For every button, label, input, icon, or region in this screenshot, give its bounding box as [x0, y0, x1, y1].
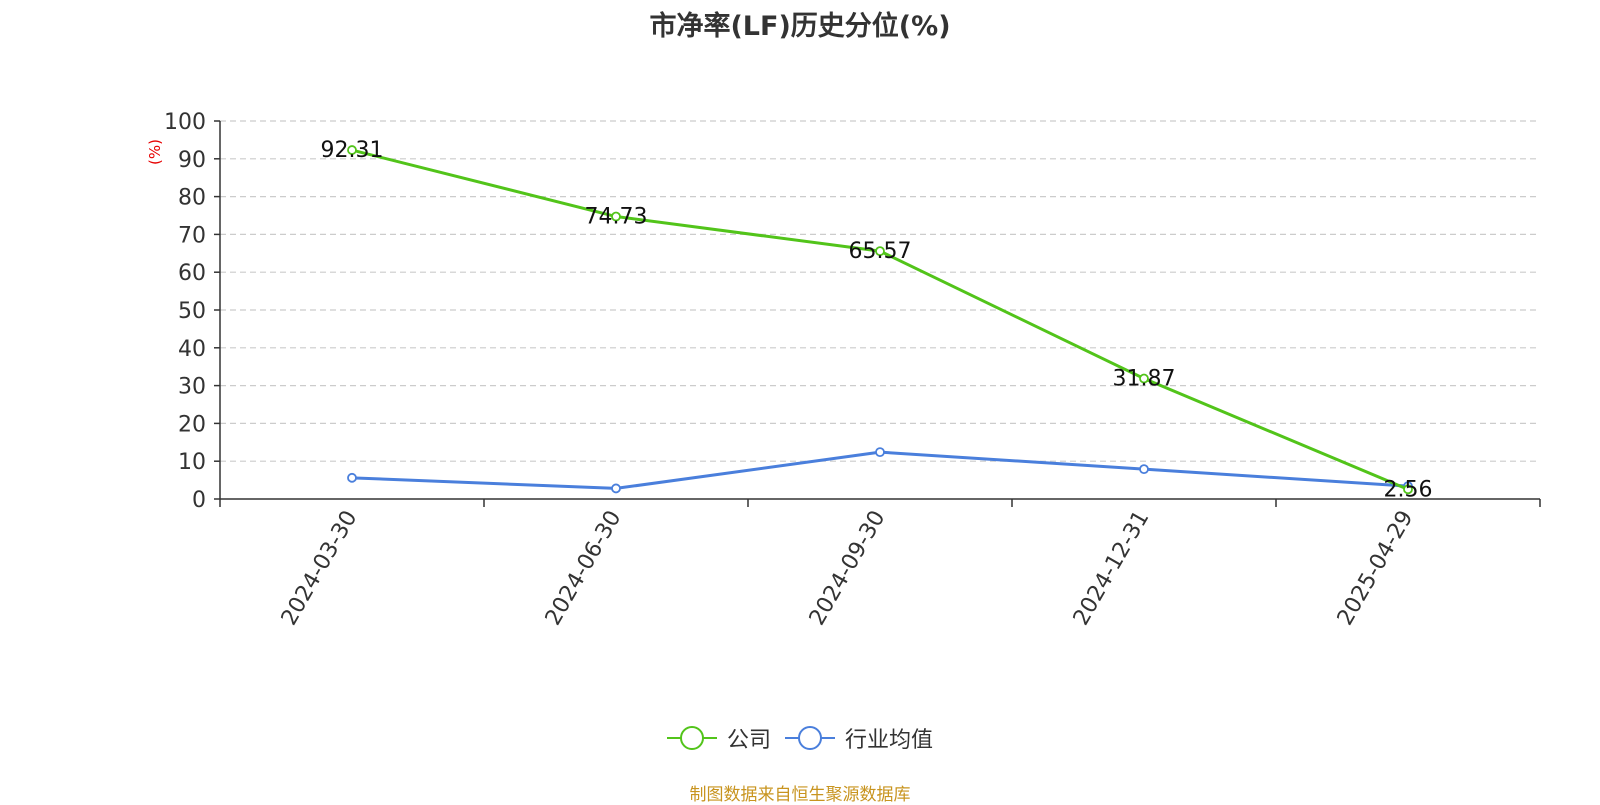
data-label: 31.87 [1113, 367, 1176, 392]
y-tick-label: 70 [178, 223, 206, 248]
legend-label: 公司 [726, 728, 771, 753]
data-labels: 92.31 74.73 65.57 31.87 2.56 [321, 138, 1433, 502]
y-tick-label: 50 [178, 299, 206, 324]
y-tick-label: 20 [178, 412, 206, 437]
y-axis-label: (%) [146, 139, 164, 165]
y-tick-label: 30 [178, 375, 206, 400]
axes: 0 10 20 30 40 50 60 70 80 90 100 2024-03-30 2024-06-… [164, 110, 1541, 630]
series [347, 145, 1413, 495]
legend: 公司 行业均值 [0, 722, 1600, 754]
x-tick-label: 2025-04-29 [1333, 507, 1419, 630]
data-point[interactable] [611, 211, 621, 222]
data-point[interactable] [875, 246, 885, 257]
y-tick-label: 60 [178, 261, 206, 286]
data-point[interactable] [611, 483, 621, 494]
x-tick-label: 2024-12-31 [1069, 507, 1155, 630]
y-tick-label: 100 [164, 110, 206, 135]
legend-item[interactable]: 公司 [666, 722, 771, 754]
data-label: 92.31 [321, 138, 384, 163]
y-tick-label: 10 [178, 450, 206, 475]
legend-label: 行业均值 [845, 728, 934, 753]
legend-item[interactable]: 行业均值 [785, 722, 933, 754]
data-point[interactable] [347, 472, 357, 483]
source-note: 制图数据来自恒生聚源数据库 [689, 785, 911, 805]
data-point[interactable] [1139, 373, 1149, 384]
y-tick-label: 80 [178, 186, 206, 211]
legend-swatch-icon [785, 726, 835, 750]
x-tick-label: 2024-09-30 [805, 507, 891, 630]
series-line [351, 148, 1409, 491]
chart-title: 市净率(LF)历史分位(%) [649, 11, 951, 42]
data-label: 65.57 [849, 239, 912, 264]
data-point[interactable] [347, 145, 357, 155]
grid-lines [220, 120, 1540, 462]
data-label: 2.56 [1384, 477, 1433, 502]
data-label: 74.73 [585, 205, 648, 230]
y-tick-label: 0 [192, 488, 206, 513]
data-point[interactable] [1139, 464, 1149, 475]
series-line [351, 450, 1409, 490]
x-tick-label: 2024-03-30 [277, 507, 363, 630]
y-tick-label: 40 [178, 337, 206, 362]
data-point[interactable] [875, 447, 885, 458]
y-tick-label: 90 [178, 148, 206, 173]
legend-swatch-icon [666, 726, 717, 750]
x-tick-label: 2024-06-30 [541, 507, 627, 630]
data-point[interactable] [1403, 484, 1413, 495]
